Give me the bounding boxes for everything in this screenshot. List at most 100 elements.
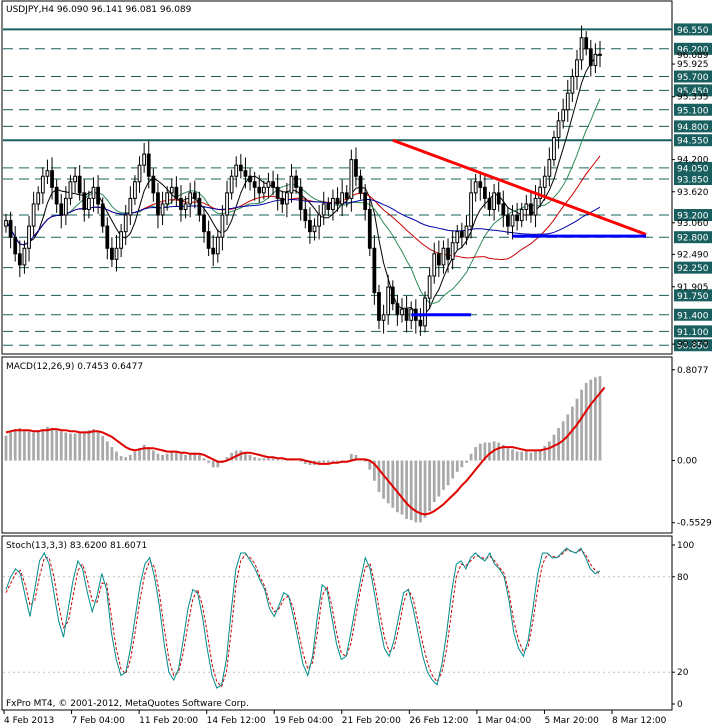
candle-body <box>100 203 105 227</box>
level-label-box <box>674 289 712 302</box>
y-tick-label: 95.335 <box>677 93 709 103</box>
candle-body <box>266 181 271 188</box>
stoch-y-tick-label: 20 <box>677 668 689 678</box>
level-label: 91.100 <box>677 328 709 338</box>
candle-body <box>335 197 340 205</box>
macd-bar <box>124 457 128 461</box>
macd-bar <box>248 454 252 461</box>
macd-bar <box>460 460 464 468</box>
candle-body <box>174 186 179 199</box>
macd-bar <box>179 453 183 461</box>
macd-bar <box>82 431 86 461</box>
macd-signal-line <box>5 386 606 516</box>
candle-body <box>156 192 160 216</box>
candle-body <box>529 203 533 216</box>
macd-bar <box>92 429 95 461</box>
level-label-box <box>674 42 712 55</box>
macd-bar <box>534 451 537 461</box>
macd-bar <box>78 432 82 461</box>
level-label-box <box>674 84 712 97</box>
macd-bar <box>225 457 229 461</box>
annotations <box>392 138 647 317</box>
level-label-box <box>674 231 712 244</box>
level-label: 91.400 <box>677 311 709 321</box>
macd-bar <box>465 460 468 463</box>
level-label-box <box>674 209 712 222</box>
candle-body <box>8 220 13 238</box>
stoch-main-line <box>5 547 601 689</box>
level-label-box <box>674 308 712 321</box>
current-price-label: 96.089 <box>677 51 709 61</box>
candle-body <box>280 197 285 205</box>
macd-bar <box>442 460 445 490</box>
macd-bar <box>101 435 105 461</box>
macd-bar <box>59 431 63 461</box>
candle-body <box>455 231 460 244</box>
candle-body <box>386 286 391 316</box>
macd-bar <box>423 460 427 518</box>
stoch-lines <box>3 547 672 689</box>
macd-bar <box>50 427 54 461</box>
macd-bar <box>161 454 164 461</box>
candle-body <box>565 92 570 111</box>
moving-average-line <box>5 98 601 304</box>
macd-bar <box>372 460 376 481</box>
level-label: 93.850 <box>677 176 709 186</box>
macd-bar <box>119 456 123 461</box>
level-label: 95.100 <box>677 106 709 116</box>
macd-bar <box>419 460 422 523</box>
candle-body <box>45 170 50 177</box>
candle-body <box>367 208 372 249</box>
candle-body <box>473 181 478 194</box>
candle-body <box>487 197 492 210</box>
macd-bar <box>409 460 413 521</box>
candle-body <box>63 197 68 216</box>
level-label-box <box>674 70 712 83</box>
macd-bar <box>147 447 151 461</box>
macd-bar <box>488 442 491 461</box>
candle-body <box>128 197 133 216</box>
candle-body <box>459 231 464 238</box>
macd-bar <box>244 452 247 461</box>
level-label-box <box>674 325 712 338</box>
trendline-annotation <box>392 138 647 236</box>
moving-average-line <box>5 198 601 246</box>
macd-bar <box>589 379 593 461</box>
macd-histogram <box>4 376 602 523</box>
candle-body <box>547 159 552 177</box>
macd-y-ticks: 0.8077 0.00 -0.5529 <box>672 366 712 529</box>
macd-bar <box>110 447 114 461</box>
price-y-ticks: 95.925 95.335 94.200 93.620 93.060 92.490 91.9… <box>672 51 709 350</box>
macd-bar <box>363 460 367 462</box>
macd-bar <box>483 442 487 461</box>
candle-body <box>197 197 202 216</box>
macd-bar <box>446 460 450 486</box>
macd-bar <box>529 452 533 461</box>
candle-body <box>312 225 317 233</box>
macd-bar <box>451 460 455 479</box>
macd-bar <box>598 376 602 461</box>
level-label: 94.050 <box>677 164 709 174</box>
macd-bar <box>18 427 22 461</box>
candle-body <box>533 197 538 216</box>
macd-y-tick-label: 0.8077 <box>677 366 709 376</box>
candle-body <box>575 59 579 78</box>
candle-body <box>598 53 602 56</box>
candle-body <box>372 247 377 294</box>
macd-bar <box>368 460 372 470</box>
macd-bar <box>198 454 201 461</box>
macd-bar <box>405 460 408 520</box>
macd-bar <box>128 454 132 461</box>
y-tick-label: 95.925 <box>677 60 709 70</box>
macd-bar <box>36 430 40 461</box>
candle-body <box>27 225 31 249</box>
candle-body <box>105 225 110 249</box>
candle-body <box>202 214 206 233</box>
y-tick-label: 92.490 <box>677 250 709 260</box>
macd-bar <box>322 460 326 463</box>
candle-body <box>248 175 252 183</box>
candle-body <box>215 236 220 255</box>
candle-body <box>340 192 345 205</box>
macd-bar <box>497 442 501 461</box>
